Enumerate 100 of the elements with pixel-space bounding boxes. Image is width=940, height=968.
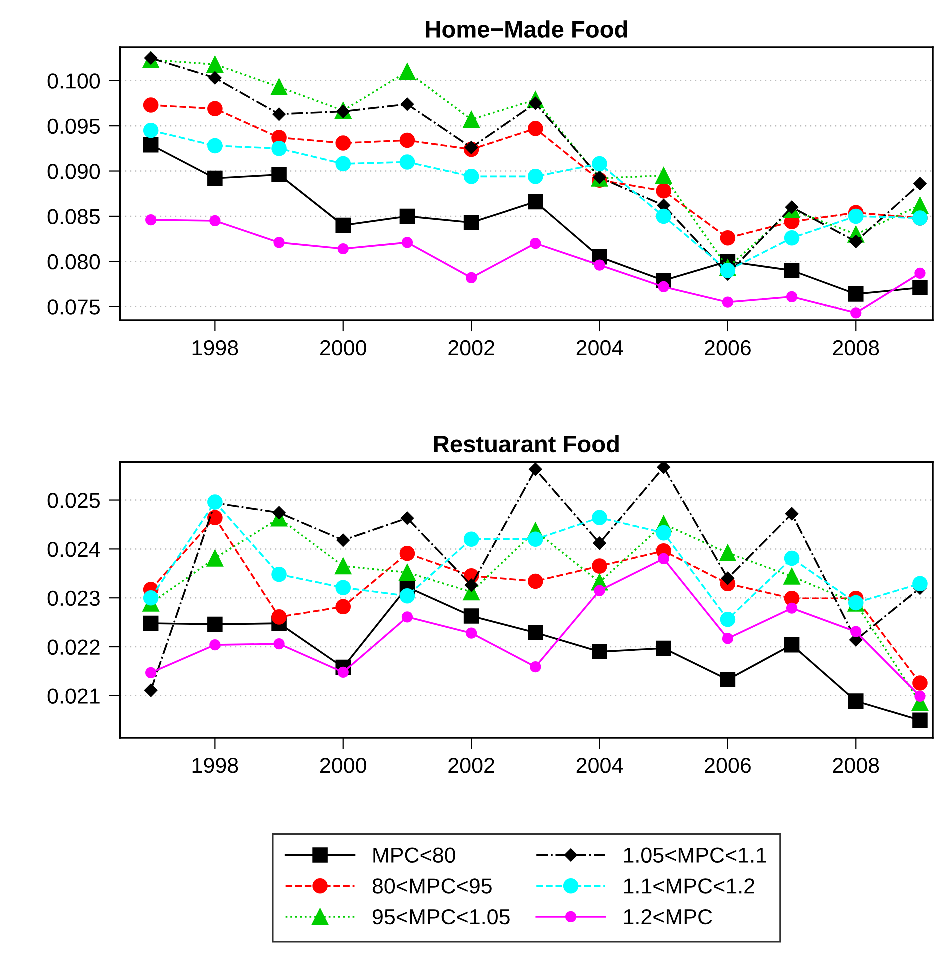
point	[210, 640, 221, 651]
chart-title: Home−Made Food	[426, 20, 628, 38]
y-tick-label: 0.025	[48, 493, 100, 508]
y-tick-label: 0.022	[48, 640, 100, 656]
point	[848, 286, 864, 302]
point	[721, 572, 735, 586]
point	[914, 690, 926, 702]
point	[848, 694, 864, 709]
point	[592, 644, 608, 660]
point	[402, 612, 414, 623]
point	[656, 167, 672, 184]
x-tick-label: 2002	[448, 758, 494, 774]
y-tick-label: 0.024	[48, 542, 100, 558]
y-tick-label: 0.090	[48, 164, 100, 180]
point	[208, 510, 223, 526]
point	[400, 154, 416, 170]
point	[336, 156, 352, 172]
chart-title: Restuarant Food	[434, 435, 619, 453]
point	[464, 532, 480, 548]
point	[912, 280, 928, 296]
point	[528, 574, 544, 590]
point	[722, 296, 734, 308]
point	[206, 56, 224, 73]
point	[272, 506, 286, 520]
point	[530, 238, 542, 250]
point	[335, 558, 352, 575]
point	[720, 672, 736, 688]
point	[272, 167, 287, 183]
point	[530, 662, 542, 673]
point	[592, 558, 608, 574]
point	[400, 98, 414, 111]
x-tick-label: 2000	[320, 340, 366, 356]
point	[336, 534, 350, 547]
point	[720, 263, 736, 278]
point	[400, 208, 416, 224]
point	[400, 132, 416, 148]
point	[143, 616, 159, 632]
point	[272, 108, 286, 121]
point	[848, 208, 864, 224]
point	[336, 599, 352, 615]
legend-label: 80<MPC<95	[372, 878, 492, 894]
point	[528, 121, 544, 136]
legend-label: 1.05<MPC<1.1	[624, 848, 766, 864]
point	[272, 141, 287, 156]
point	[146, 667, 157, 678]
point	[399, 564, 416, 582]
y-tick-label: 0.021	[48, 688, 100, 704]
point	[274, 237, 285, 248]
y-tick-label: 0.023	[48, 590, 100, 606]
legend-label: 95<MPC<1.05	[372, 909, 510, 925]
point	[143, 137, 159, 153]
point	[720, 612, 736, 628]
point	[143, 98, 159, 113]
point	[850, 235, 863, 248]
point	[400, 588, 416, 604]
y-tick-label: 0.100	[48, 74, 100, 89]
point	[528, 532, 544, 548]
point	[656, 208, 672, 224]
point	[784, 590, 800, 606]
point	[850, 626, 862, 638]
point	[786, 291, 798, 302]
point	[272, 566, 287, 582]
point	[785, 507, 799, 521]
point	[272, 610, 287, 625]
point	[208, 72, 222, 85]
x-tick-label: 2000	[320, 758, 366, 774]
point	[658, 553, 670, 565]
point	[912, 676, 928, 691]
point	[594, 585, 606, 596]
point	[656, 525, 672, 541]
point	[208, 101, 223, 117]
point	[210, 215, 221, 227]
point	[529, 462, 542, 476]
point	[720, 544, 736, 562]
legend-label: 1.1<MPC<1.2	[624, 878, 754, 894]
y-tick-label: 0.075	[48, 300, 100, 315]
point	[208, 616, 223, 632]
point	[593, 536, 606, 550]
x-tick-label: 2004	[576, 758, 624, 774]
point	[464, 169, 480, 184]
point	[146, 214, 157, 226]
point	[912, 712, 928, 728]
y-tick-label: 0.095	[48, 118, 100, 134]
point	[208, 138, 223, 154]
point	[338, 243, 349, 255]
point	[402, 237, 414, 248]
point	[656, 184, 672, 199]
point	[336, 218, 352, 234]
point	[143, 122, 159, 138]
point	[206, 550, 224, 567]
x-tick-label: 1998	[192, 340, 238, 356]
point	[400, 546, 416, 562]
point	[464, 141, 478, 154]
x-tick-label: 2006	[705, 340, 751, 356]
x-tick-label: 2006	[705, 758, 751, 774]
point	[399, 64, 416, 80]
point	[274, 638, 285, 650]
point	[464, 578, 478, 592]
point	[528, 625, 544, 640]
point	[912, 576, 928, 592]
